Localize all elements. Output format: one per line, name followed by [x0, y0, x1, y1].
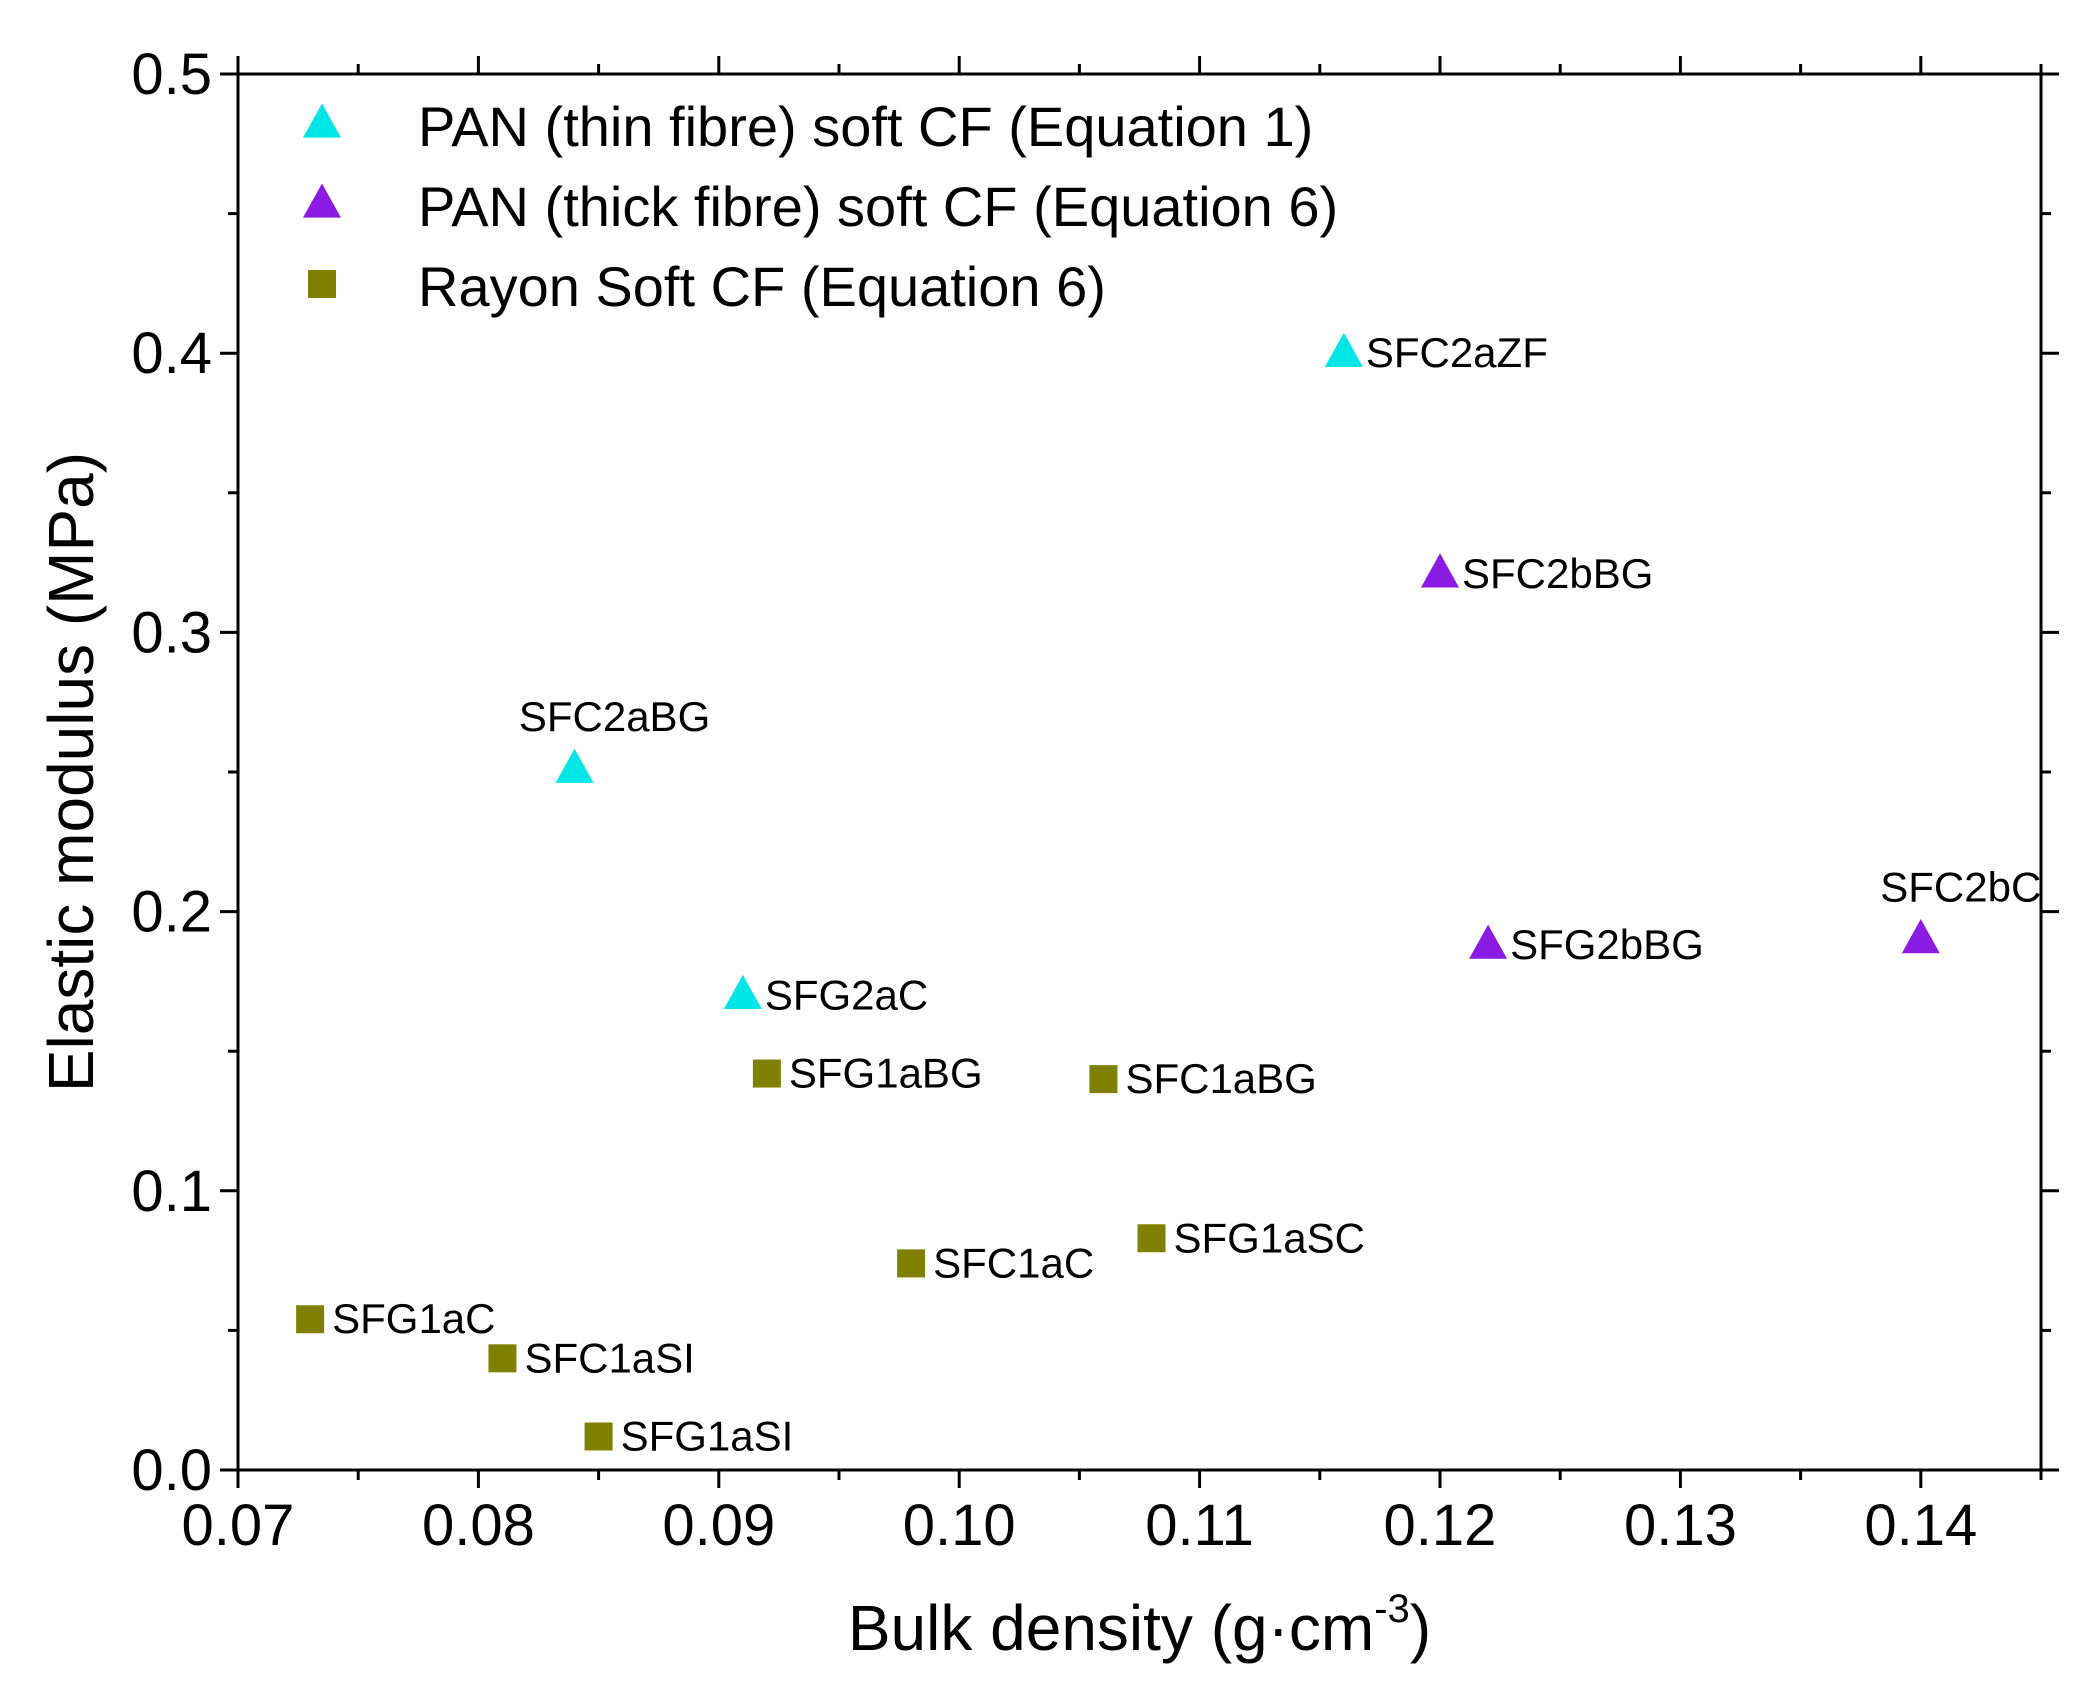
point-label-sfc2bbg: SFC2bBG [1462, 550, 1653, 597]
legend-label-1: PAN (thin fibre) soft CF (Equation 1) [418, 95, 1313, 158]
data-points [296, 332, 1940, 1451]
tick-labels: 0.07 0.08 0.09 0.10 0.11 0.12 0.13 0.14 0.0 0.1 0.… [131, 42, 1977, 1558]
point-label-sfc2bc: SFC2bC [1880, 864, 2041, 911]
data-point-sfc2abg [555, 748, 594, 783]
data-point-sfg1asi [584, 1422, 613, 1451]
point-label-sfg1asi: SFG1aSI [621, 1412, 794, 1459]
data-point-sfc1asi [488, 1344, 517, 1373]
y-tick-label: 0.3 [131, 600, 212, 665]
data-point-sfg1ac [296, 1305, 325, 1334]
plot-frame [236, 72, 2043, 1472]
x-tick-label: 0.08 [422, 1493, 535, 1558]
data-point-sfc2azf [1324, 332, 1363, 367]
data-point-sfc2bc [1901, 919, 1940, 954]
data-point-sfc1ac [897, 1249, 926, 1278]
x-tick-label: 0.11 [1145, 1493, 1254, 1558]
point-labels: SFC2aZF SFC2aBG SFG2aC SFC2bBG SFG2bBG SFC2bC… [332, 329, 2041, 1459]
x-tick-label: 0.13 [1624, 1493, 1737, 1558]
point-label-sfg1ac: SFG1aC [332, 1295, 495, 1342]
x-tick-label: 0.09 [662, 1493, 775, 1558]
legend-label-2: PAN (thick fibre) soft CF (Equation 6) [418, 175, 1338, 238]
data-point-sfg2bbg [1469, 924, 1508, 959]
y-axis-title: Elastic modulus (MPa) [35, 452, 107, 1092]
y-tick-label: 0.1 [131, 1159, 212, 1224]
x-tick-label: 0.07 [182, 1493, 295, 1558]
point-label-sfg1abg: SFG1aBG [789, 1050, 983, 1097]
data-point-sfg2ac [723, 974, 762, 1010]
axis-ticks [220, 56, 2059, 1488]
point-label-sfg1asc: SFG1aSC [1174, 1214, 1365, 1261]
point-label-sfc1abg: SFC1aBG [1125, 1055, 1316, 1102]
legend-label-3: Rayon Soft CF (Equation 6) [418, 255, 1106, 318]
x-tick-label: 0.12 [1384, 1493, 1497, 1558]
x-axis-title: Bulk density (g·cm-3) [848, 1587, 1431, 1664]
data-point-sfc2bbg [1421, 553, 1459, 588]
data-point-sfc1abg [1089, 1065, 1118, 1094]
point-label-sfc2abg: SFC2aBG [519, 693, 710, 740]
legend-marker-3 [308, 270, 336, 298]
point-label-sfg2bbg: SFG2bBG [1510, 921, 1704, 968]
y-tick-label: 0.2 [131, 880, 212, 945]
y-tick-label: 0.4 [131, 321, 212, 386]
point-label-sfc1ac: SFC1aC [933, 1239, 1094, 1286]
point-label-sfg2ac: SFG2aC [765, 971, 928, 1018]
x-axis-title-superscript: -3 [1374, 1587, 1410, 1631]
point-label-sfc2azf: SFC2aZF [1366, 329, 1548, 376]
x-tick-label: 0.10 [903, 1493, 1016, 1558]
x-tick-label: 0.14 [1864, 1493, 1977, 1558]
x-axis-title-main: Bulk density (g·cm [848, 1592, 1374, 1664]
data-point-sfg1abg [752, 1059, 781, 1088]
y-tick-label: 0.5 [131, 42, 212, 107]
y-tick-label: 0.0 [131, 1438, 212, 1503]
x-axis-title-close: ) [1410, 1592, 1431, 1664]
legend-marker-1 [303, 103, 341, 138]
data-point-sfg1asc [1137, 1224, 1166, 1253]
legend-marker-2 [303, 183, 341, 218]
point-label-sfc1asi: SFC1aSI [524, 1334, 694, 1381]
legend: PAN (thin fibre) soft CF (Equation 1) PAN… [303, 95, 1338, 318]
